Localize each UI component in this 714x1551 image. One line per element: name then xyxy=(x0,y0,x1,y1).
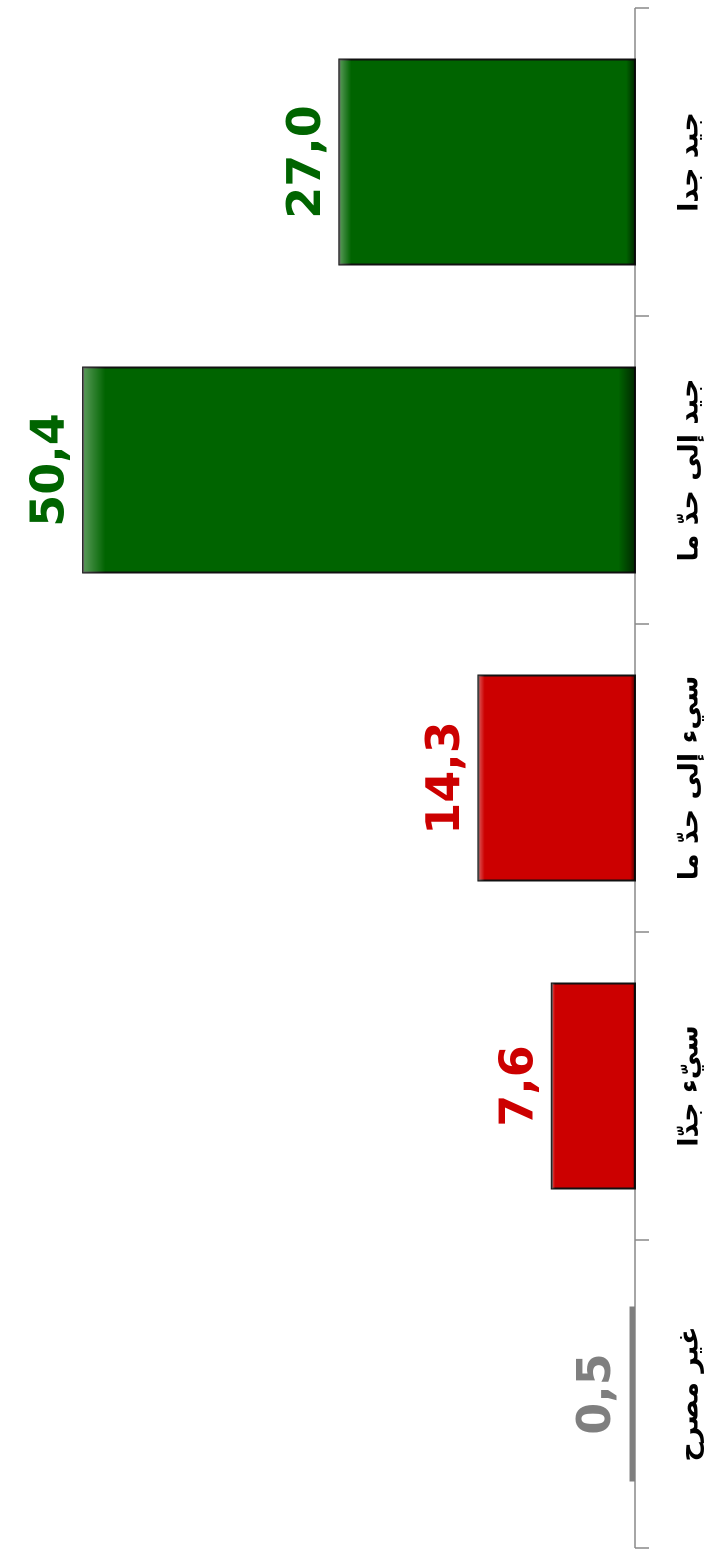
value-label: 14,3 xyxy=(416,721,470,835)
category-label: جيد جدا xyxy=(674,112,705,212)
category-label: سيء إلى حدّ ما xyxy=(674,676,705,881)
category-label: جيد إلى حدّ ما xyxy=(674,379,705,562)
value-label: 7,6 xyxy=(489,1045,543,1127)
category-label: غير مصرح xyxy=(674,1326,705,1461)
bar-shade xyxy=(83,367,636,573)
category-label: سيّء جدّا xyxy=(674,1025,705,1146)
value-label: 27,0 xyxy=(277,105,331,219)
bar xyxy=(629,1306,635,1482)
bar-shade xyxy=(478,675,635,881)
value-label: 50,4 xyxy=(21,413,75,527)
value-label: 0,5 xyxy=(567,1353,621,1435)
bar-shade xyxy=(551,983,635,1189)
bar-shade xyxy=(339,59,635,265)
